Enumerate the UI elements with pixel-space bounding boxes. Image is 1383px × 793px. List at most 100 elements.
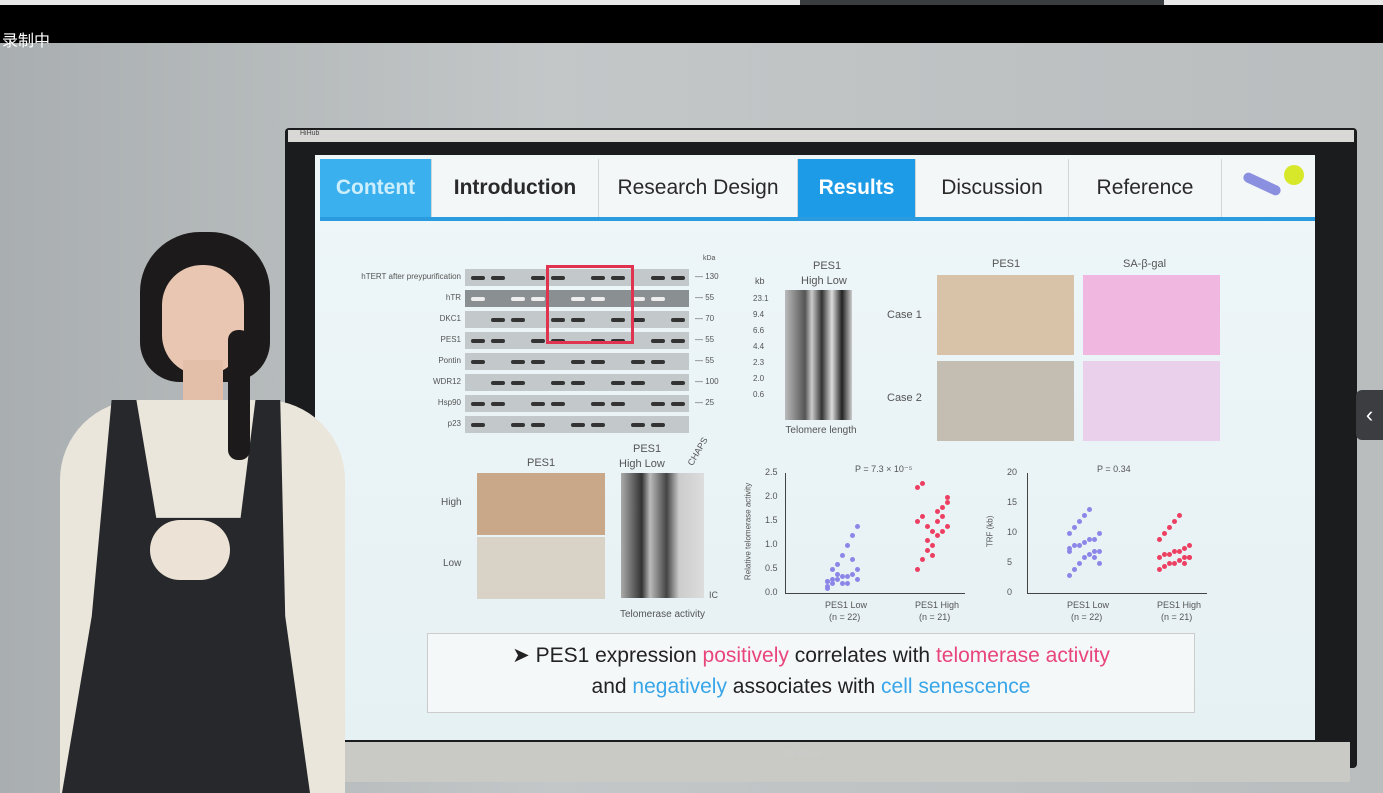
blot-row-label: hTERT after preypurification (361, 272, 461, 281)
blot-band (671, 381, 685, 385)
blot-band (671, 318, 685, 322)
blot-band (651, 339, 665, 343)
data-point (1097, 549, 1102, 554)
tab-research-design: Research Design (599, 159, 798, 217)
blot-marker: — 70 (695, 314, 715, 323)
data-point (850, 557, 855, 563)
data-point (920, 514, 925, 520)
group-n: (n = 21) (1161, 612, 1193, 622)
y-tick: 15 (1007, 497, 1018, 507)
y-tick: 2.0 (765, 491, 778, 501)
group-n: (n = 22) (829, 612, 861, 622)
blot-marker: — 55 (695, 335, 715, 344)
y-axis-label: Relative telomerase activity (743, 482, 753, 581)
data-point (915, 567, 920, 572)
collapse-panel-button[interactable]: ‹ (1356, 390, 1383, 440)
video-header-bar (0, 5, 1383, 43)
x-group-label: PES1 Low (1067, 600, 1110, 610)
data-point (850, 533, 855, 539)
blot-band (531, 402, 545, 406)
y-tick: 0.0 (765, 587, 778, 597)
data-point (1157, 555, 1162, 560)
data-point (930, 552, 935, 558)
blot-band (571, 318, 585, 322)
data-point (1082, 540, 1087, 545)
data-point (855, 567, 860, 572)
data-point (840, 552, 845, 558)
data-point (1067, 573, 1072, 578)
blot-band (591, 402, 605, 406)
blot-row-label: Pontin (438, 356, 461, 365)
blot-band (531, 423, 545, 427)
blot-band (471, 360, 485, 364)
data-point (1162, 564, 1167, 569)
data-point (940, 514, 945, 520)
data-point (945, 499, 950, 505)
data-point (1072, 567, 1077, 572)
y-tick: 10 (1007, 527, 1018, 537)
tab-reference: Reference (1069, 159, 1222, 217)
blot-band (651, 276, 665, 280)
blot-band (531, 339, 545, 343)
y-axis (1027, 473, 1028, 593)
blot-band (591, 360, 605, 364)
data-point (1157, 537, 1162, 542)
summary-box: ➤ PES1 expression positively correlates … (427, 633, 1195, 713)
blot-band (611, 318, 625, 322)
data-point (855, 523, 860, 529)
logo (1222, 159, 1315, 217)
blot-marker: — 55 (695, 356, 715, 365)
blot-row-label: hTR (445, 293, 461, 302)
data-point (930, 543, 935, 548)
x-axis (785, 593, 965, 594)
blot-band (511, 423, 525, 427)
data-point (920, 480, 925, 486)
trf-marker: 23.1 (753, 294, 769, 303)
tab-introduction: Introduction (432, 159, 599, 217)
data-point (1072, 543, 1077, 548)
blot-band (591, 276, 605, 280)
data-point (1077, 543, 1082, 548)
data-point (1077, 561, 1082, 566)
data-point (1187, 555, 1192, 560)
blot-row-label: PES1 (440, 335, 461, 344)
group-n: (n = 22) (1071, 612, 1103, 622)
blot-band (551, 276, 565, 280)
data-point (1092, 549, 1097, 554)
data-point (1182, 555, 1187, 560)
trf-marker: 4.4 (753, 342, 765, 351)
blot-band (511, 318, 525, 322)
data-point (935, 519, 940, 524)
data-point (915, 519, 920, 524)
blot-band (511, 297, 525, 301)
data-point (850, 571, 855, 577)
data-point (825, 583, 830, 589)
progress-segment (800, 0, 1164, 5)
data-point (1092, 537, 1097, 542)
monitor-bottom-panel (300, 742, 1350, 782)
blot-band (491, 402, 505, 406)
y-tick: 20 (1007, 467, 1018, 477)
data-point (935, 533, 940, 539)
blot-band (651, 423, 665, 427)
data-point (1167, 525, 1172, 530)
data-point (1097, 531, 1102, 536)
tab-discussion: Discussion (916, 159, 1069, 217)
data-point (1092, 555, 1097, 560)
blot-band (511, 360, 525, 364)
data-point (1162, 531, 1167, 536)
blot-band (531, 360, 545, 364)
blot-band (671, 276, 685, 280)
blot-band (611, 276, 625, 280)
trf-marker: 9.4 (753, 310, 765, 319)
data-point (935, 509, 940, 515)
trf-marker: 0.6 (753, 390, 765, 399)
data-point (1067, 531, 1072, 536)
blot-marker: — 55 (695, 293, 715, 302)
p-value: P = 0.34 (1097, 464, 1131, 474)
x-axis (1027, 593, 1207, 594)
slide: Content Introduction Research Design Res… (315, 155, 1315, 740)
group-n: (n = 21) (919, 612, 951, 622)
data-point (1087, 552, 1092, 557)
data-point (940, 504, 945, 510)
